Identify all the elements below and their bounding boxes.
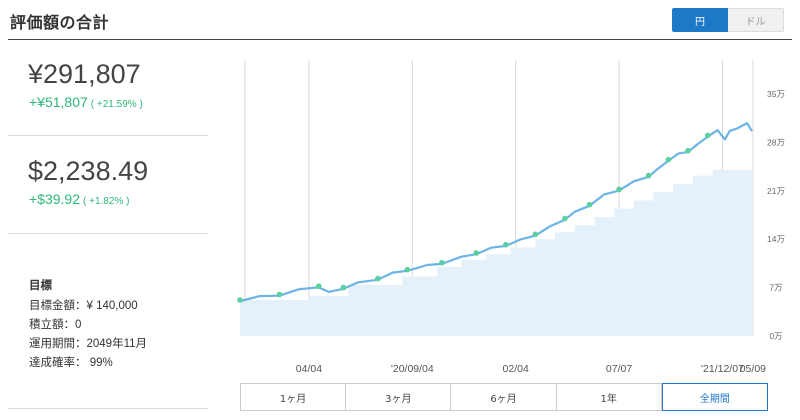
summary-panel: ¥291,807 +¥51,807( +21.59% ) $2,238.49 +… (8, 41, 208, 420)
x-tick-label: '20/09/04 (391, 363, 434, 375)
y-tick-label: 14万 (767, 234, 785, 244)
data-point (532, 231, 539, 238)
currency-usd-button[interactable]: ドル (728, 8, 784, 32)
range-button-1[interactable]: 3ヶ月 (346, 383, 452, 411)
page-title: 評価額の合計 (10, 13, 110, 32)
data-point (375, 275, 381, 282)
usd-summary: $2,238.49 +$39.92( +1.82% ) (8, 136, 208, 234)
currency-jpy-button[interactable]: 円 (672, 8, 728, 32)
y-tick-label: 7万 (769, 283, 782, 293)
usd-gain-amount: +$39.92 (29, 191, 80, 207)
y-tick-label: 21万 (767, 186, 785, 196)
data-point (562, 215, 568, 222)
y-tick-label: 28万 (767, 137, 785, 147)
contribution-area (240, 170, 752, 336)
data-point (503, 241, 509, 248)
goal-target: 目標金額：¥ 140,000 (29, 300, 138, 312)
data-point (404, 266, 411, 273)
jpy-gain-amount: +¥51,807 (29, 94, 88, 110)
usd-gain: +$39.92( +1.82% ) (29, 191, 129, 209)
valuation-chart[interactable]: 0万 7万 14万 21万 28万 35万 04/04 '20/09/04 02/04 07/0… (236, 56, 800, 376)
range-button-3[interactable]: 1年 (556, 383, 662, 411)
currency-toggle: 円 ドル (672, 8, 784, 32)
data-point (645, 172, 652, 179)
header: 評価額の合計 円 ドル (8, 0, 792, 40)
jpy-gain: +¥51,807( +21.59% ) (29, 94, 143, 112)
goal-contribution: 積立額：0 (29, 319, 82, 331)
goal-probability: 達成確率： 99% (29, 357, 113, 369)
y-tick-label: 0万 (769, 331, 782, 341)
range-selector: 1ヶ月 3ヶ月 6ヶ月 1年 全期間 (240, 383, 769, 411)
data-point (439, 259, 445, 266)
jpy-total-value: ¥291,807 (28, 59, 141, 89)
data-point (704, 132, 711, 139)
x-tick-label: 04/04 (296, 363, 322, 375)
x-tick-label: 05/09 (740, 363, 766, 375)
divider (8, 408, 208, 409)
data-point (616, 186, 622, 193)
data-point (340, 284, 347, 291)
goal-period: 運用期間：2049年11月 (29, 338, 148, 350)
data-point (586, 201, 593, 208)
usd-total-value: $2,238.49 (28, 156, 149, 186)
x-tick-label: 02/04 (503, 363, 529, 375)
range-button-2[interactable]: 6ヶ月 (451, 383, 557, 411)
data-point (237, 297, 243, 303)
usd-gain-percent: ( +1.82% ) (83, 196, 130, 207)
data-point (315, 283, 322, 290)
range-button-4[interactable]: 全期間 (661, 383, 769, 411)
data-point (473, 250, 480, 256)
range-button-0[interactable]: 1ヶ月 (240, 383, 347, 411)
data-point (685, 147, 691, 154)
jpy-summary: ¥291,807 +¥51,807( +21.59% ) (8, 41, 208, 136)
jpy-gain-percent: ( +21.59% ) (90, 99, 143, 110)
x-tick-label: 07/07 (606, 363, 632, 375)
data-point (276, 291, 283, 298)
goal-title: 目標 (29, 280, 52, 292)
goal-section: 目標 目標金額：¥ 140,000 積立額：0 運用期間：2049年11月 達成… (29, 277, 147, 373)
y-tick-label: 35万 (767, 89, 785, 99)
data-point (665, 156, 672, 163)
valuation-line (239, 122, 753, 303)
x-tick-label: '21/12/07 (701, 363, 744, 375)
